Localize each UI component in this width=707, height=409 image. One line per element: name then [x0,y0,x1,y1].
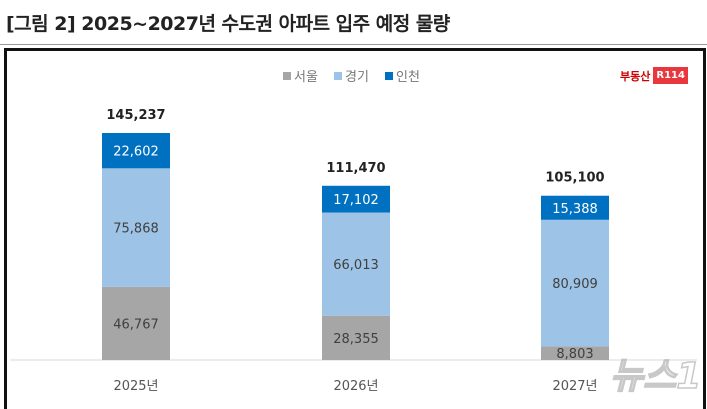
x-tick-label: 2026년 [333,379,378,394]
bar-1-0 [102,168,170,287]
value-label: 80,909 [552,277,598,292]
bar-0-1 [322,315,390,360]
legend-label-2: 인천 [396,70,420,85]
bar-0-0 [102,286,170,360]
value-label: 17,102 [333,193,379,208]
value-label: 15,388 [552,202,598,217]
bar-2-0 [102,133,170,169]
value-label: 28,355 [333,332,379,347]
logo-badge: R114 [653,67,688,84]
logo: 부동산 R114 [620,67,688,84]
total-label: 111,470 [326,161,385,176]
total-label: 145,237 [106,108,165,123]
x-tick-label: 2027년 [552,379,597,394]
total-label: 105,100 [545,171,604,186]
bar-1-1 [322,212,390,316]
value-label: 8,803 [556,347,593,362]
bar-2-2 [541,195,609,220]
legend-swatch-2 [385,72,393,80]
page-title: [그림 2] 2025~2027년 수도권 아파트 입주 예정 물량 [6,13,450,35]
bar-2-1 [322,185,390,213]
value-label: 75,868 [113,222,159,237]
bar-0-2 [541,346,609,360]
legend-label-1: 경기 [345,70,369,85]
logo-text: 부동산 [620,69,651,83]
watermark: 뉴스1 [610,356,701,397]
value-label: 22,602 [113,145,159,160]
x-tick-label: 2025년 [113,379,158,394]
value-label: 66,013 [333,258,379,273]
divider [0,44,707,45]
legend-swatch-0 [283,72,291,80]
bar-1-2 [541,219,609,347]
value-label: 46,767 [113,317,159,332]
legend-label-0: 서울 [294,70,318,85]
legend-swatch-1 [334,72,342,80]
